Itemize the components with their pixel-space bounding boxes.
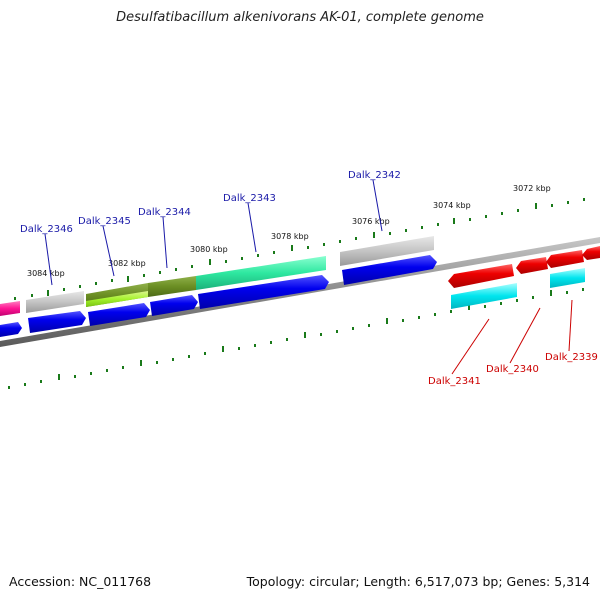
gene-block-magenta[interactable] bbox=[0, 301, 20, 316]
genome-summary-text: Topology: circular; Length: 6,517,073 bp… bbox=[246, 574, 590, 589]
gene-arrow-blue-4[interactable] bbox=[150, 295, 198, 316]
gene-label-dalk-2345[interactable]: Dalk_2345 bbox=[78, 216, 131, 227]
gene-arrow-blue-1[interactable] bbox=[0, 322, 22, 337]
gene-arrow-red-2340[interactable] bbox=[516, 257, 548, 274]
gene-arrow-red-edge[interactable] bbox=[582, 246, 600, 260]
gene-block-cyan-2339[interactable] bbox=[550, 268, 585, 288]
gene-block-teal-2343[interactable] bbox=[196, 256, 326, 290]
gene-leaders-top bbox=[44, 179, 383, 286]
scale-label: 3076 kbp bbox=[352, 217, 390, 226]
scale-label: 3080 kbp bbox=[190, 245, 228, 254]
gene-arrow-blue-3[interactable] bbox=[88, 303, 150, 326]
gene-labels-top: Dalk_2346 Dalk_2345 Dalk_2344 Dalk_2343 … bbox=[20, 170, 401, 235]
gene-block-lime-2345[interactable] bbox=[86, 291, 148, 307]
genome-title: Desulfatibacillum alkenivorans AK-01, co… bbox=[116, 10, 484, 25]
gene-block-grey-2346[interactable] bbox=[26, 291, 84, 313]
scale-labels: 3084 kbp 3082 kbp 3080 kbp 3078 kbp 3076… bbox=[27, 184, 551, 278]
gene-block-cyan-2341[interactable] bbox=[451, 283, 517, 309]
lower-scale bbox=[8, 288, 584, 389]
gene-label-dalk-2342[interactable]: Dalk_2342 bbox=[348, 170, 401, 181]
gene-labels-bottom: Dalk_2341 Dalk_2340 Dalk_2339 bbox=[428, 352, 598, 387]
gene-arrow-blue-2[interactable] bbox=[28, 311, 86, 333]
gene-label-dalk-2344[interactable]: Dalk_2344 bbox=[138, 207, 191, 218]
upper-scale bbox=[14, 198, 585, 300]
accession-text: Accession: NC_011768 bbox=[9, 574, 152, 589]
scale-label: 3082 kbp bbox=[108, 259, 146, 268]
gene-arrow-blue-6[interactable] bbox=[342, 255, 437, 285]
gene-label-dalk-2339[interactable]: Dalk_2339 bbox=[545, 352, 598, 363]
scale-label: 3074 kbp bbox=[433, 201, 471, 210]
gene-label-dalk-2343[interactable]: Dalk_2343 bbox=[223, 193, 276, 204]
gene-arrow-red-2341[interactable] bbox=[448, 264, 514, 288]
gene-label-dalk-2346[interactable]: Dalk_2346 bbox=[20, 224, 73, 235]
gene-arrow-blue-5[interactable] bbox=[198, 275, 329, 309]
gene-arrow-red-2339[interactable] bbox=[546, 250, 584, 268]
gene-label-dalk-2341[interactable]: Dalk_2341 bbox=[428, 376, 481, 387]
scale-label: 3072 kbp bbox=[513, 184, 551, 193]
gene-block-olive-2344[interactable] bbox=[148, 276, 196, 297]
gene-block-grey-2342[interactable] bbox=[340, 236, 434, 266]
scale-label: 3084 kbp bbox=[27, 269, 65, 278]
gene-leaders-bottom bbox=[451, 299, 573, 375]
gene-label-dalk-2340[interactable]: Dalk_2340 bbox=[486, 364, 539, 375]
scale-label: 3078 kbp bbox=[271, 232, 309, 241]
